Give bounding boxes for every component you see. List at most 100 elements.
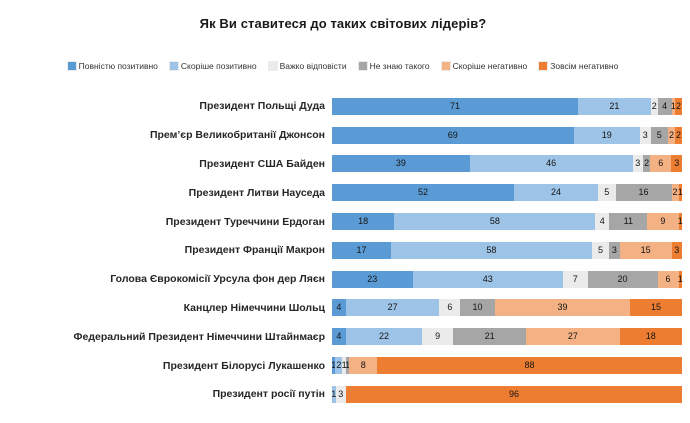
row-label: Президент росії путін [212,388,325,401]
segment-value-label: 15 [640,244,651,255]
bar-segment: 39 [332,155,470,173]
segment-value-label: 69 [447,129,458,140]
bar-segment: 22 [345,328,423,346]
chart-row: Голова Єврокомісії Урсула фон дер Ляєн 23… [4,265,683,294]
row-label: Президент Литви Науседа [188,186,325,199]
bar-segment: 23 [332,270,413,288]
chart-rows: Президент Польщі Дуда 71 21 2 4 1 2 Прем’єр Вел… [4,92,683,409]
bar-segment: 27 [345,299,440,317]
segment-value-label: 9 [435,331,441,342]
segment-value-label: 15 [651,302,662,313]
legend-swatch-icon [538,61,549,71]
segment-value-label: 2 [672,187,678,198]
segment-value-label: 2 [644,158,650,169]
segment-value-label: 17 [356,244,367,255]
bar-segment: 3 [640,126,651,144]
bar-segment: 5 [598,184,616,202]
legend-swatch-icon [267,61,278,71]
bar-segment: 2 [671,184,679,202]
legend-label: Не знаю такого [369,61,430,71]
bar-segment: 7 [563,270,588,288]
bar-segment: 1 [331,385,337,403]
legend-swatch-icon [168,61,179,71]
row-label: Канцлер Німеччини Шольц [183,301,325,314]
legend-item: Скоріше негативно [440,61,527,71]
chart-title: Як Ви ставитеся до таких світових лідері… [199,16,487,31]
bar-segment: 2 [335,357,343,375]
segment-value-label: 27 [567,331,578,342]
bar-segment: 21 [453,328,527,346]
segment-value-label: 3 [611,244,617,255]
segment-value-label: 4 [662,100,668,111]
segment-value-label: 19 [601,129,612,140]
row-label: Президент Туреччини Ердоган [165,215,325,228]
segment-value-label: 58 [489,216,500,227]
segment-value-label: 1 [677,216,683,227]
chart-row: Федеральний Президент Німеччини Штайнмає… [4,322,682,351]
segment-value-label: 43 [482,273,493,284]
segment-value-label: 3 [642,129,648,140]
bar-segment: 5 [650,126,668,144]
row-label: Президент США Байден [199,157,325,170]
legend-swatch-icon [440,61,451,71]
segment-value-label: 16 [638,187,649,198]
legend-item: Не знаю такого [357,61,430,71]
bar-segment: 3 [671,241,682,259]
bar-segment: 18 [332,213,395,231]
row-label: Федеральний Президент Німеччини Штайнмає… [73,330,325,343]
bar-segment: 8 [349,357,378,375]
segment-value-label: 9 [660,216,666,227]
stacked-bar: 23 43 7 20 6 1 [332,270,683,288]
bar-segment: 2 [650,97,658,115]
stacked-bar: 71 21 2 4 1 2 [332,97,683,115]
bar-segment: 58 [394,213,596,231]
segment-value-label: 96 [508,388,519,399]
bar-segment: 24 [514,184,598,202]
segment-value-label: 1 [331,388,337,399]
bar-segment: 1 [677,184,683,202]
legend-item: Скоріше позитивно [168,61,257,71]
segment-value-label: 2 [676,100,682,111]
bar-segment: 2 [643,155,651,173]
segment-value-label: 5 [604,187,610,198]
segment-value-label: 3 [635,158,641,169]
segment-value-label: 1 [677,273,683,284]
bar-segment: 46 [469,155,633,173]
segment-value-label: 1 [341,360,347,371]
legend-swatch-icon [66,61,77,71]
segment-value-label: 1 [677,187,683,198]
segment-value-label: 3 [338,388,344,399]
bar-segment: 3 [609,241,620,259]
segment-value-label: 24 [550,187,561,198]
segment-value-label: 2 [336,360,342,371]
bar-segment: 3 [335,385,346,403]
stacked-bar: 1 2 1 1 8 88 [331,357,683,375]
segment-value-label: 23 [367,273,378,284]
segment-value-label: 1 [345,360,351,371]
segment-value-label: 2 [668,129,674,140]
bar-segment: 15 [630,299,683,317]
chart-row: Президент росії путін 1 3 96 [4,380,682,409]
segment-value-label: 58 [486,244,497,255]
segment-value-label: 21 [609,100,620,111]
segment-value-label: 1 [670,100,676,111]
legend-label: Скоріше позитивно [180,61,257,71]
segment-value-label: 2 [651,100,657,111]
bar-segment: 96 [346,385,682,403]
bar-segment: 4 [332,328,346,346]
chart-row: Президент Франції Макрон 17 58 5 3 15 3 [4,236,682,265]
legend-label: Повністю позитивно [78,61,158,71]
legend-item: Зовсім негативно [538,61,618,71]
segment-value-label: 2 [675,129,681,140]
segment-value-label: 4 [336,302,342,313]
segment-value-label: 11 [623,216,633,227]
chart-legend: Повністю позитивно Скоріше позитивно Важко… [4,61,682,71]
segment-value-label: 88 [524,360,535,371]
bar-segment: 2 [675,126,682,144]
chart-row: Президент Туреччини Ердоган 18 58 4 11 9 1 [4,207,683,236]
legend-item: Повністю позитивно [66,61,158,71]
bar-segment: 2 [668,126,675,144]
stacked-bar: 4 27 6 10 39 15 [332,299,683,317]
segment-value-label: 18 [645,331,656,342]
legend-label: Важко відповісти [279,61,347,71]
